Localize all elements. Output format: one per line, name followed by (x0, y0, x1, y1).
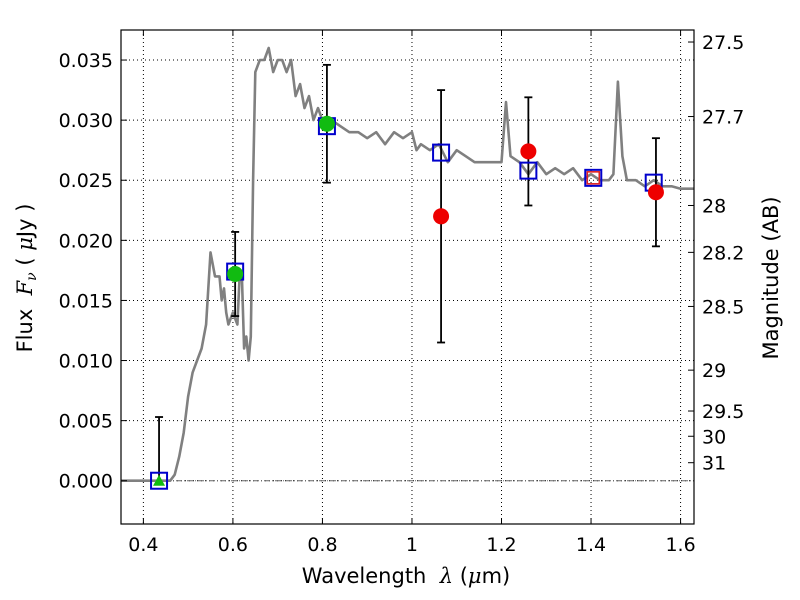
y2-tick-label: 28.5 (702, 296, 744, 318)
synthetic-square (519, 161, 538, 180)
y-axis-title: Flux Fν ( μJy ) (13, 204, 40, 353)
y2-tick-label: 28 (702, 195, 726, 217)
x-tick-label: 0.4 (128, 534, 158, 556)
model-spectrum (121, 46, 694, 483)
synthetic-photometry-squares (150, 117, 663, 490)
y2-tick-label: 30 (702, 426, 726, 448)
y-tick-label: 0.005 (59, 411, 113, 433)
y-tick-label: 0.010 (59, 351, 113, 373)
synthetic-square-highlight (586, 171, 601, 185)
y2-tick-label: 29 (702, 360, 726, 382)
green-triangle-marker (153, 474, 166, 486)
x-tick-label: 0.8 (307, 534, 337, 556)
y2-tick-label: 29.5 (702, 401, 744, 423)
y-tick-label: 0.020 (59, 230, 113, 252)
red-circle-marker (433, 208, 450, 225)
y2-tick-label: 28.2 (702, 242, 744, 264)
synthetic-square (150, 471, 169, 490)
synthetic-square (584, 168, 603, 187)
y-tick-label: 0.035 (59, 50, 113, 72)
synthetic-square (432, 143, 451, 162)
y2-tick-label: 27.7 (702, 107, 744, 129)
plot-frame (120, 29, 695, 525)
y2-tick-label: 27.5 (702, 32, 744, 54)
y-tick-label: 0.000 (59, 471, 113, 493)
red-circle-marker (520, 143, 537, 160)
y2-axis-title: Magnitude (AB) (759, 196, 783, 359)
y-tick-label: 0.025 (59, 170, 113, 192)
x-tick-label: 1.2 (486, 534, 516, 556)
y-tick-label: 0.015 (59, 290, 113, 312)
x-tick-label: 1.4 (576, 534, 606, 556)
x-tick-label: 1.6 (665, 534, 695, 556)
observed-points-red (433, 143, 664, 225)
y2-tick-label: 31 (702, 453, 726, 475)
x-axis-title: Wavelength λ (μm) (302, 564, 510, 588)
green-circle-marker (318, 115, 335, 132)
red-circle-marker (647, 184, 664, 201)
green-circle-marker (227, 265, 244, 282)
observed-points-green (153, 115, 335, 486)
x-tick-label: 1 (406, 534, 418, 556)
x-tick-label: 0.6 (218, 534, 248, 556)
y-tick-label: 0.030 (59, 110, 113, 132)
axes: 0.4 0.6 0.8 1 1.2 1.4 1.6 0.000 0.005 0.010 0.015 0… (59, 30, 744, 556)
grid (121, 30, 694, 524)
model-spectrum-line (121, 46, 694, 483)
